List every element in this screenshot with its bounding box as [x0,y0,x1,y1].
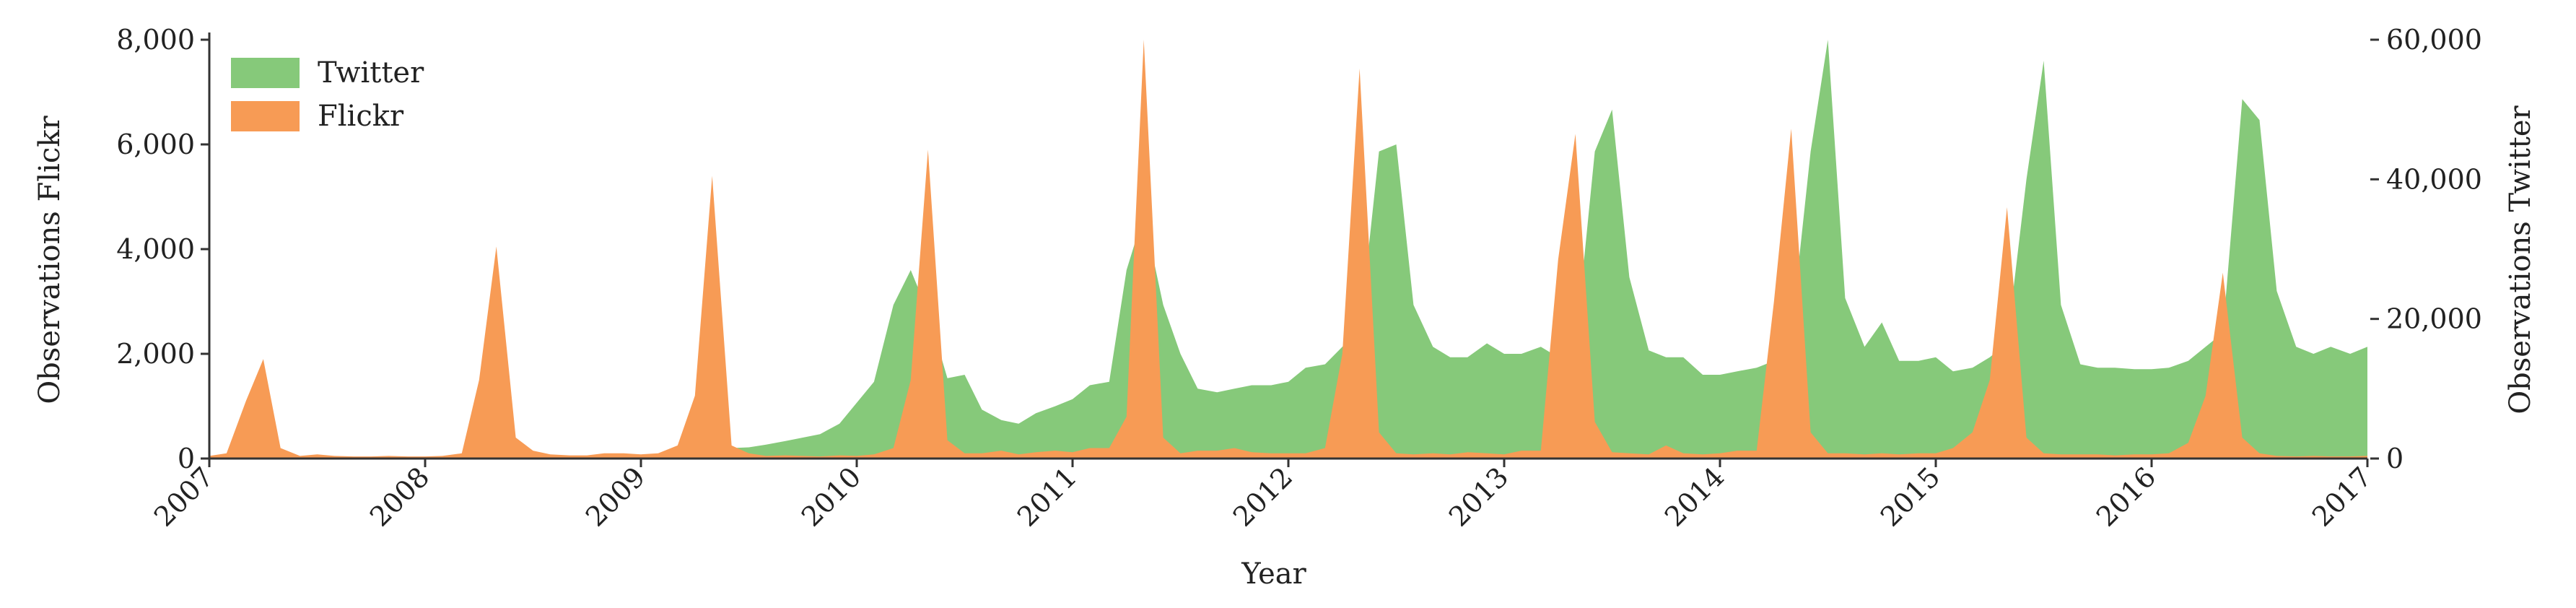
right-y-tick-label: 40,000 [2386,163,2482,195]
left-y-axis-title: Observations Flickr [33,116,66,404]
legend-label-twitter: Twitter [318,56,424,90]
right-y-tick-label: 20,000 [2386,303,2482,335]
legend: Twitter Flickr [231,56,424,133]
right-y-tick-label: 0 [2386,443,2403,474]
legend-swatch-twitter [231,58,300,88]
x-tick-label: 2012 [1227,461,1299,533]
left-y-tick-label: 0 [178,443,195,474]
area-twitter [694,40,2367,459]
left-y-tick-label: 4,000 [116,233,195,265]
legend-swatch-flickr [231,101,300,131]
left-y-tick-label: 2,000 [116,338,195,370]
right-y-axis-title: Observations Twitter [2504,105,2537,414]
x-tick-label: 2017 [2306,461,2378,533]
legend-label-flickr: Flickr [318,100,404,133]
left-y-tick-label: 8,000 [116,24,195,56]
x-tick-label: 2016 [2090,461,2162,533]
x-ticks: 2007 2008 2009 2010 2011 2012 2013 2014 2015 2016… [148,459,2378,533]
right-y-ticks: 0 20,000 40,000 60,000 [2370,24,2482,474]
chart-areas [209,40,2367,459]
right-y-tick-label: 60,000 [2386,24,2482,56]
x-tick-label: 2015 [1874,461,1947,533]
x-tick-label: 2008 [364,461,436,533]
x-tick-label: 2011 [1011,461,1083,533]
x-tick-label: 2010 [795,461,868,533]
x-axis-title: Year [1241,557,1306,591]
left-y-ticks: 0 2,000 4,000 6,000 8,000 [116,24,209,474]
left-y-tick-label: 6,000 [116,129,195,160]
x-tick-label: 2013 [1443,461,1515,533]
x-tick-label: 2014 [1659,461,1731,533]
x-tick-label: 2009 [580,461,652,533]
